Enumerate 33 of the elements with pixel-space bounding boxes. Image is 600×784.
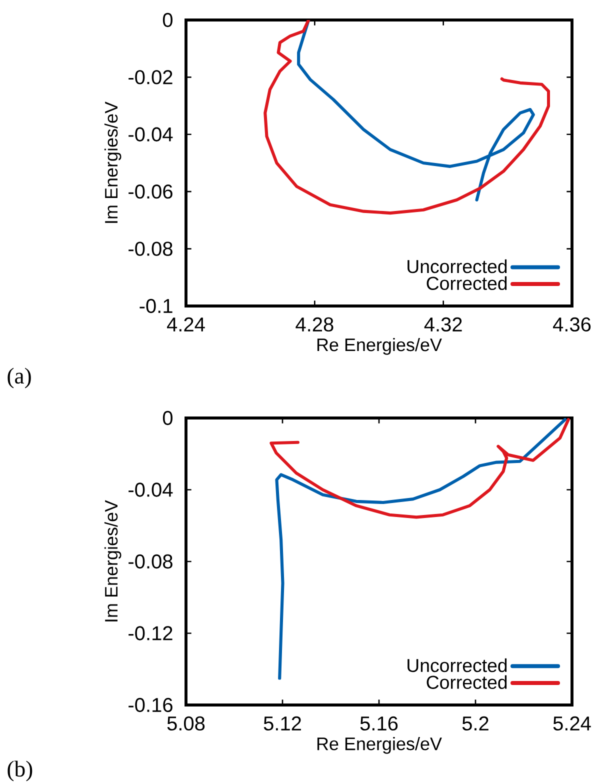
legend-label: Uncorrected [408,658,507,672]
x-tick-label: 4.28 [296,317,334,332]
x-tick-label: 4.32 [424,317,462,332]
x-axis-title: Re Energies/eV [317,737,442,754]
x-tick-label: 5.24 [553,716,591,731]
x-tick-label: 5.16 [360,716,398,731]
y-tick-label: -0.08 [128,554,172,569]
y-tick-label: -0.02 [128,70,172,84]
y-tick-label: -0.04 [128,482,173,497]
x-tick-label: 4.36 [553,317,591,332]
x-axis-title: Re Energies/eV [317,338,442,355]
text: (b) [8,760,32,782]
y-axis-title: Im Energies/eV [104,500,122,622]
y-tick-label: -0.04 [128,127,173,142]
text: (a) [8,368,31,388]
y-tick-label: 0 [162,12,172,28]
line-series [297,20,535,202]
legend-label: Uncorrected [408,259,507,274]
line-series [270,418,570,519]
x-tick-label: 5.08 [167,716,205,731]
legend-label: Corrected [426,675,507,689]
y-tick-label: 0 [162,410,172,426]
y-tick-label: -0.12 [128,626,172,640]
y-tick-label: -0.1 [140,298,172,314]
legend-label: Corrected [426,276,507,290]
y-axis-title: Im Energies/eV [104,102,122,223]
x-tick-label: 5.2 [462,716,488,731]
y-tick-label: -0.06 [128,184,172,199]
x-tick-label: 5.12 [264,716,301,731]
line-series [264,20,550,215]
x-tick-label: 4.24 [167,317,205,332]
y-tick-label: -0.16 [128,698,172,712]
y-tick-label: -0.08 [128,242,172,256]
